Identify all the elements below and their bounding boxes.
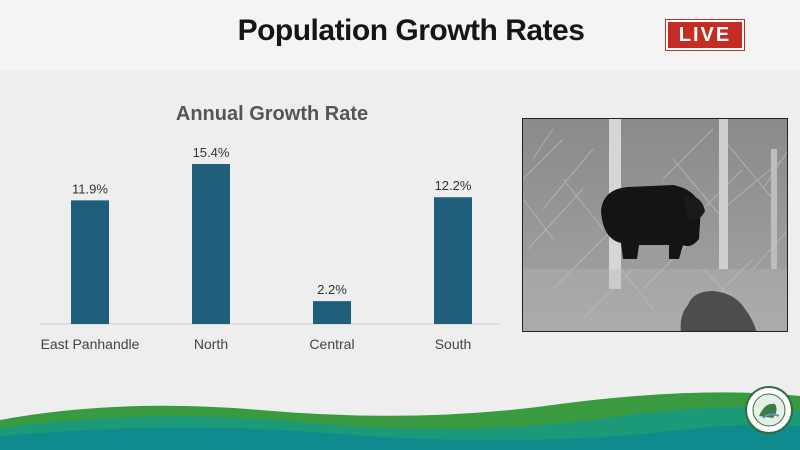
category-label: South	[435, 336, 472, 352]
data-label: 2.2%	[317, 282, 347, 297]
bar-north	[192, 164, 230, 324]
slide-title: Population Growth Rates	[237, 14, 585, 47]
data-label: 11.9%	[72, 181, 108, 196]
trail-camera-photo	[522, 118, 788, 332]
data-label: 12.2%	[435, 178, 472, 193]
trail-camera-bear-icon	[523, 119, 787, 331]
bar-south	[434, 197, 472, 324]
bar-chart: Annual Growth Rate 11.9% East Panhandle 15…	[40, 103, 500, 352]
bar-east-panhandle	[71, 200, 109, 324]
live-badge: LIVE	[666, 20, 744, 50]
agency-seal-icon	[745, 386, 793, 434]
category-label: East Panhandle	[41, 336, 140, 352]
chart-title: Annual Growth Rate	[176, 103, 368, 125]
category-label: Central	[309, 336, 354, 352]
data-label: 15.4%	[193, 145, 230, 160]
category-label: North	[194, 336, 228, 352]
bar-central	[313, 301, 351, 324]
footer-waves	[0, 392, 800, 450]
